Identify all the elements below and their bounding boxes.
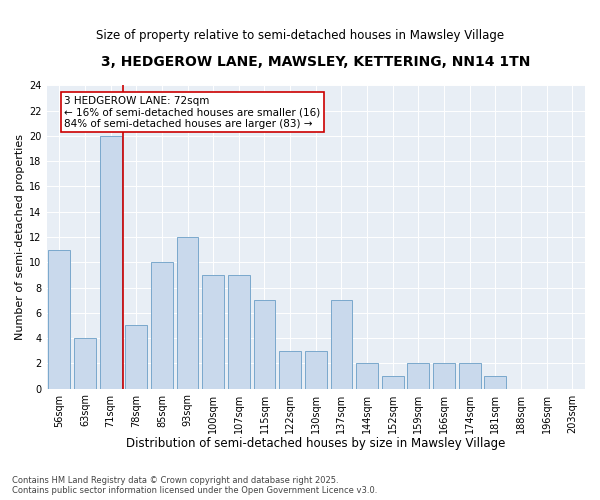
Bar: [382, 376, 404, 388]
Title: 3, HEDGEROW LANE, MAWSLEY, KETTERING, NN14 1TN: 3, HEDGEROW LANE, MAWSLEY, KETTERING, NN…: [101, 55, 530, 69]
Bar: [151, 262, 173, 388]
Bar: [331, 300, 352, 388]
Bar: [176, 237, 199, 388]
Bar: [356, 364, 378, 388]
Text: Contains HM Land Registry data © Crown copyright and database right 2025.
Contai: Contains HM Land Registry data © Crown c…: [12, 476, 377, 495]
Bar: [74, 338, 96, 388]
Bar: [459, 364, 481, 388]
Bar: [433, 364, 455, 388]
Bar: [202, 275, 224, 388]
Bar: [49, 250, 70, 388]
X-axis label: Distribution of semi-detached houses by size in Mawsley Village: Distribution of semi-detached houses by …: [126, 437, 505, 450]
Text: 3 HEDGEROW LANE: 72sqm
← 16% of semi-detached houses are smaller (16)
84% of sem: 3 HEDGEROW LANE: 72sqm ← 16% of semi-det…: [64, 96, 321, 128]
Bar: [125, 326, 147, 388]
Bar: [484, 376, 506, 388]
Y-axis label: Number of semi-detached properties: Number of semi-detached properties: [15, 134, 25, 340]
Bar: [407, 364, 429, 388]
Bar: [254, 300, 275, 388]
Text: Size of property relative to semi-detached houses in Mawsley Village: Size of property relative to semi-detach…: [96, 30, 504, 43]
Bar: [279, 350, 301, 389]
Bar: [305, 350, 326, 389]
Bar: [228, 275, 250, 388]
Bar: [100, 136, 122, 388]
